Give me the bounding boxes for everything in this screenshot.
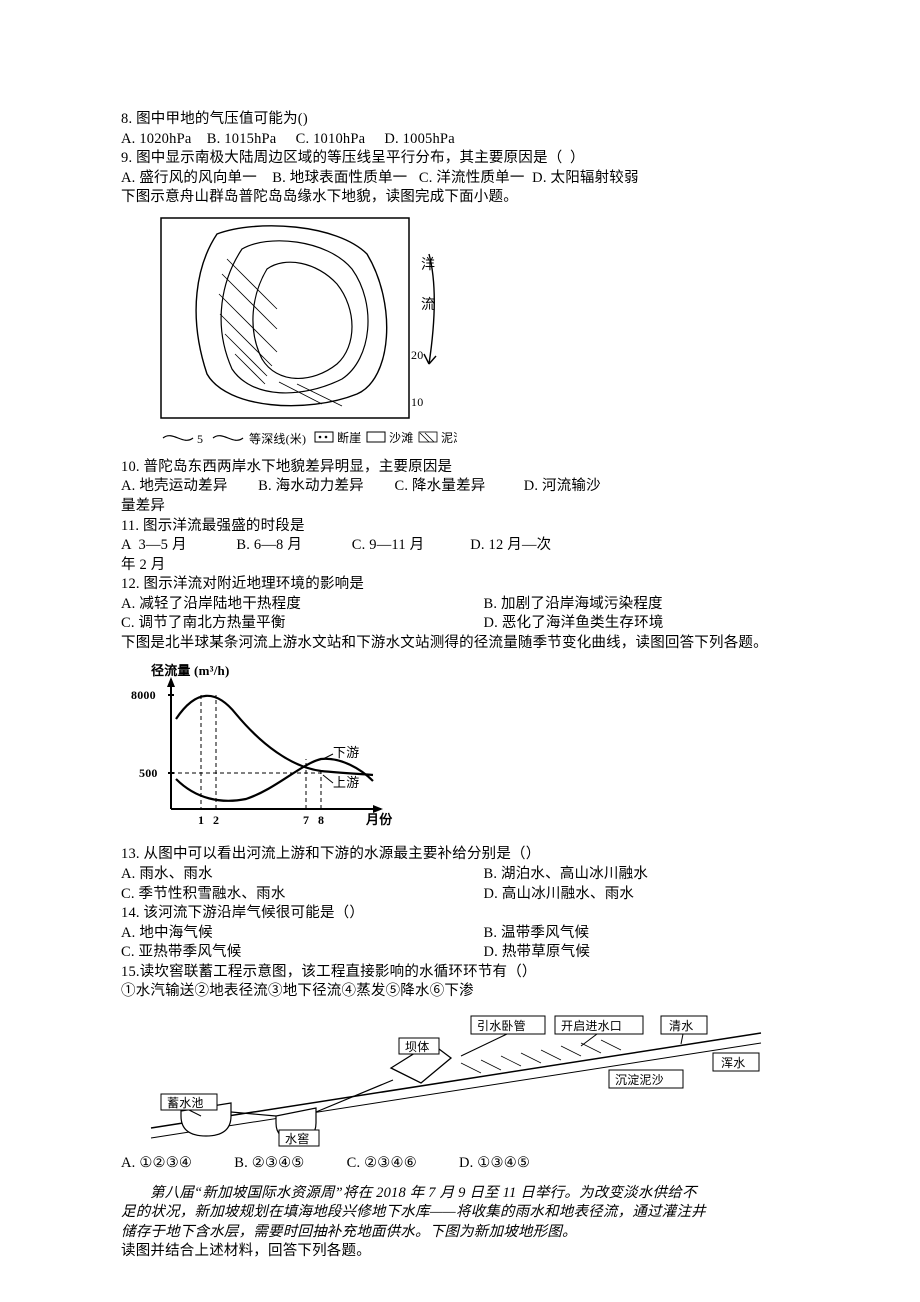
q14-opt-c: C. 亚热带季风气候 [121,943,484,963]
q14-opt-d: D. 热带草原气候 [484,943,591,963]
q15-options: A. ①②③④ B. ②③④⑤ C. ②③④⑥ D. ①③④⑤ [121,1154,805,1174]
q12-opt-a: A. 减轻了沿岸陆地干热程度 [121,595,484,615]
q12-prompt: 12. 图示洋流对附近地理环境的影响是 [121,575,805,595]
fig3-label-shuiyao: 水窖 [285,1131,309,1146]
q8-options: A. 1020hPa B. 1015hPa C. 1010hPa D. 1005… [121,130,805,150]
fig1-legend-depth: 等深线(米) [249,432,306,446]
fig3-label-yinshui: 引水卧管 [477,1018,526,1033]
closing-instruction: 读图并结合上述材料，回答下列各题。 [121,1242,805,1262]
q12-opt-b: B. 加剧了沿岸海域污染程度 [484,595,663,615]
q8-prompt: 8. 图中甲地的气压值可能为() [121,110,805,130]
intro-q10-12: 下图示意舟山群岛普陀岛岛缘水下地貌，读图完成下面小题。 [121,188,805,208]
fig1-current-label-2: 流 [421,297,435,313]
figure-putuo-island-map: 洋 流 20 10 5 等深线(米) 断崖 沙滩 泥滩 [157,214,805,452]
figure-runoff-chart: 径流量 (m³/h) 8000 500 下游 [121,659,805,839]
fig2-label-down: 下游 [333,745,359,760]
q13-opt-d: D. 高山冰川融水、雨水 [484,885,635,905]
q10-prompt: 10. 普陀岛东西两岸水下地貌差异明显，主要原因是 [121,458,805,478]
fig1-legend-5: 5 [197,432,203,446]
paragraph-l2: 足的状况，新加坡规划在填海地段兴修地下水库——将收集的雨水和地表径流，通过灌注井 [121,1203,805,1223]
fig2-xt-8: 8 [318,813,324,827]
q15-prompt: 15.读坎窖联蓄工程示意图，该工程直接影响的水循环环节有（） [121,963,805,983]
q14-prompt: 14. 该河流下游沿岸气候很可能是（） [121,904,805,924]
fig3-label-qingshui: 清水 [669,1019,693,1033]
fig2-label-up: 上游 [333,775,359,790]
fig2-ylabel: 径流量 (m³/h) [151,663,229,678]
fig1-legend-c: 泥滩 [441,431,457,445]
q15-sub: ①水汽输送②地表径流③地下径流④蒸发⑤降水⑥下渗 [121,982,805,1002]
intro-q13-14: 下图是北半球某条河流上游水文站和下游水文站测得的径流量随季节变化曲线，读图回答下… [121,634,805,654]
fig2-xt-2: 2 [213,813,219,827]
q10-options-l1: A. 地壳运动差异 B. 海水动力差异 C. 降水量差异 D. 河流输沙 [121,477,805,497]
q12-opt-c: C. 调节了南北方热量平衡 [121,614,484,634]
q10-options-l2: 量差异 [121,497,805,517]
fig2-ytick-500: 500 [139,766,158,780]
q13-opt-a: A. 雨水、雨水 [121,865,484,885]
fig2-xt-7: 7 [303,813,309,827]
fig3-label-hunshui: 浑水 [721,1056,745,1070]
q14-opt-a: A. 地中海气候 [121,924,484,944]
q12-opt-d: D. 恶化了海洋鱼类生存环境 [484,614,664,634]
fig1-iso-10: 10 [411,395,423,409]
fig2-xlabel: 月份 [365,812,393,827]
q11-options-l1: A 3—5 月 B. 6—8 月 C. 9—11 月 D. 12 月—次 [121,536,805,556]
q11-prompt: 11. 图示洋流最强盛的时段是 [121,517,805,537]
q9-prompt: 9. 图中显示南极大陆周边区域的等压线呈平行分布，其主要原因是（ ） [121,149,805,169]
paragraph-l3: 储存于地下含水层，需要时回抽补充地面供水。下图为新加坡地形图。 [121,1223,805,1243]
fig1-iso-20: 20 [411,348,423,362]
fig3-label-xushuichi: 蓄水池 [167,1096,204,1110]
fig3-label-chendian: 沉淀泥沙 [615,1073,664,1087]
q13-opt-c: C. 季节性积雪融水、雨水 [121,885,484,905]
fig1-legend-b: 沙滩 [389,431,413,445]
q9-options: A. 盛行风的风向单一 B. 地球表面性质单一 C. 洋流性质单一 D. 太阳辐… [121,169,805,189]
q13-prompt: 13. 从图中可以看出河流上游和下游的水源最主要补给分别是（） [121,845,805,865]
paragraph-l1: 第八届“新加坡国际水资源周”将在 2018 年 7 月 9 日至 11 日举行。… [121,1184,805,1204]
fig2-ytick-8000: 8000 [131,688,156,702]
fig2-xt-1: 1 [198,813,204,827]
fig1-current-label-1: 洋 [421,257,435,273]
q11-options-l2: 年 2 月 [121,556,805,576]
fig3-label-kaikou: 开启进水口 [561,1019,622,1033]
figure-kanjiao-schematic: 引水卧管 开启进水口 清水 坝体 浑水 沉淀泥沙 蓄水池 水窖 [121,1008,805,1148]
q13-opt-b: B. 湖泊水、高山冰川融水 [484,865,649,885]
fig3-label-bati: 坝体 [405,1040,429,1054]
q14-opt-b: B. 温带季风气候 [484,924,590,944]
fig1-legend-a: 断崖 [337,430,361,445]
